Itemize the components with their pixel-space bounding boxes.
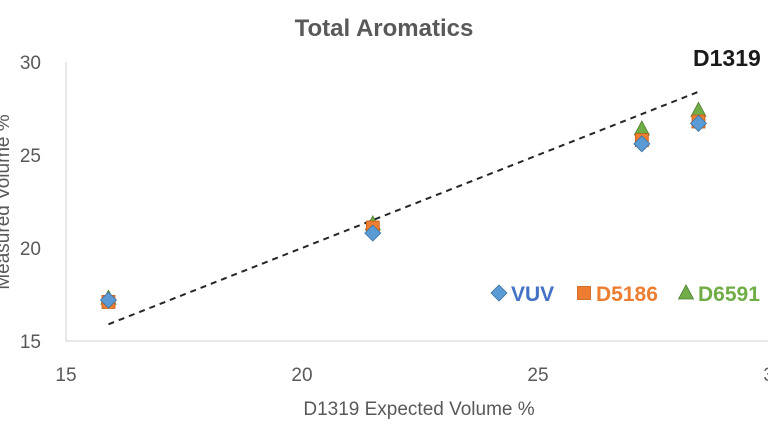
y-axis-label: Measured Volume % — [0, 114, 14, 289]
legend-marker-vuv — [490, 284, 508, 302]
x-tick-label: 30 — [763, 365, 768, 386]
y-tick-label: 20 — [20, 239, 41, 260]
x-tick-label: 20 — [291, 365, 312, 386]
y-tick-label: 25 — [20, 146, 41, 167]
data-point-vuv — [364, 224, 382, 242]
legend-label-vuv: VUV — [511, 283, 554, 306]
chart-title: Total Aromatics — [295, 15, 474, 42]
data-point-vuv — [689, 114, 708, 132]
data-point-d6591 — [690, 101, 707, 117]
x-axis-label: D1319 Expected Volume % — [303, 399, 534, 420]
legend-label-d5186: D5186 — [596, 283, 658, 306]
data-point-d6591 — [633, 120, 651, 136]
data-point-vuv — [633, 135, 651, 153]
legend-marker-d5186 — [577, 286, 591, 300]
y-tick-label: 30 — [20, 53, 41, 74]
legend-marker-d6591 — [677, 284, 695, 300]
y-tick-label: 15 — [20, 332, 41, 353]
x-tick-label: 15 — [55, 365, 76, 386]
x-tick-label: 25 — [527, 365, 548, 386]
data-point-vuv — [99, 291, 118, 309]
trendline — [108, 90, 699, 326]
chart-annotation: D1319 — [693, 45, 761, 71]
legend-label-d6591: D6591 — [698, 283, 760, 306]
